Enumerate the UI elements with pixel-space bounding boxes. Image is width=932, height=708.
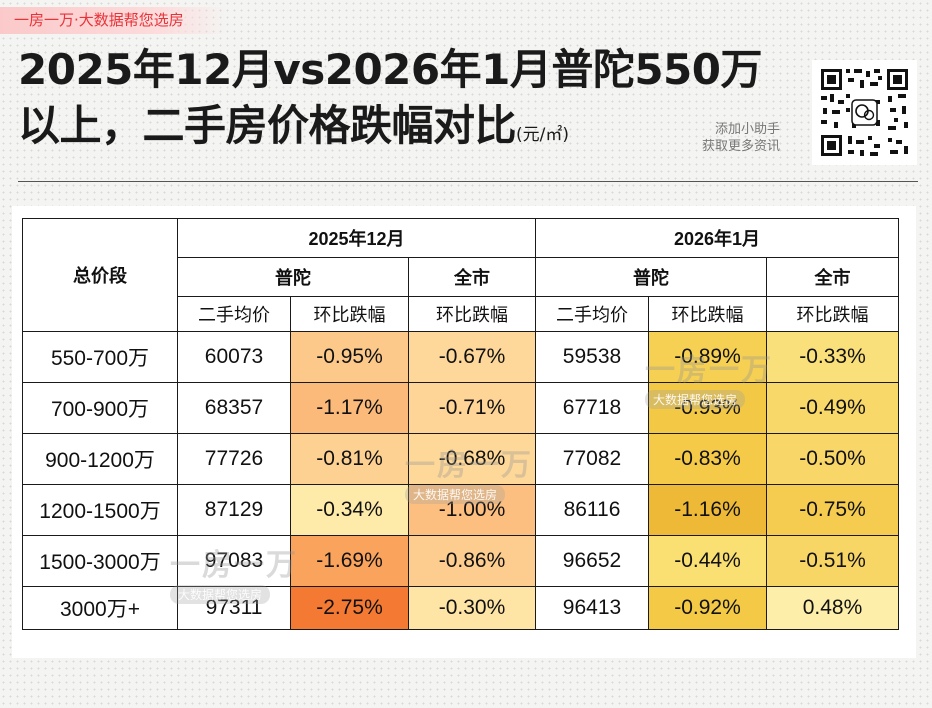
price-band-cell: 3000万+ <box>22 586 178 630</box>
avg-price-cell: 77082 <box>535 433 649 485</box>
avg-price-cell: 87129 <box>177 484 291 536</box>
table-row: 3000万+ 97311 -2.75% -0.30% 96413 -0.92% … <box>22 586 900 630</box>
change-cell: -0.44% <box>648 535 767 587</box>
area-header-jan-putuo: 普陀 <box>535 257 767 297</box>
column-header: 二手均价 <box>535 296 649 332</box>
table-row: 1500-3000万 97083 -1.69% -0.86% 96652 -0.… <box>22 535 900 587</box>
table-row: 550-700万 60073 -0.95% -0.67% 59538 -0.89… <box>22 331 900 383</box>
change-cell: -0.89% <box>648 331 767 383</box>
change-cell: -0.51% <box>765 535 900 587</box>
change-cell: -0.81% <box>290 433 409 485</box>
column-header: 环比跌幅 <box>290 296 409 332</box>
period-header-dec: 2025年12月 <box>177 218 536 258</box>
change-cell: -2.75% <box>290 586 409 630</box>
avg-price-cell: 68357 <box>177 382 291 434</box>
period-header-jan: 2026年1月 <box>534 218 900 258</box>
brand-tag: 一房一万·大数据帮您选房 <box>0 7 226 34</box>
area-header-dec-city: 全市 <box>408 257 536 297</box>
row-header-cell: 总价段 <box>22 218 178 332</box>
title-divider <box>18 181 918 182</box>
avg-price-cell: 86116 <box>535 484 649 536</box>
avg-price-cell: 96652 <box>535 535 649 587</box>
change-cell: -0.67% <box>408 331 536 383</box>
column-header: 环比跌幅 <box>648 296 767 332</box>
avg-price-cell: 60073 <box>177 331 291 383</box>
avg-price-cell: 96413 <box>535 586 649 630</box>
price-band-cell: 700-900万 <box>22 382 178 434</box>
page-title: 2025年12月vs2026年1月普陀550万 以上，二手房价格跌幅对比(元/㎡… <box>18 42 778 163</box>
title-line-1: 2025年12月vs2026年1月普陀550万 <box>18 45 763 94</box>
change-cell: -0.83% <box>648 433 767 485</box>
change-cell: -0.92% <box>648 586 767 630</box>
change-cell: -1.16% <box>648 484 767 536</box>
table-row: 1200-1500万 87129 -0.34% -1.00% 86116 -1.… <box>22 484 900 536</box>
change-cell: -0.95% <box>290 331 409 383</box>
change-cell: -0.93% <box>648 382 767 434</box>
table-row: 900-1200万 77726 -0.81% -0.68% 77082 -0.8… <box>22 433 900 485</box>
qr-code-image <box>812 60 917 165</box>
area-header-jan-city: 全市 <box>765 257 900 297</box>
change-cell: 0.48% <box>765 586 900 630</box>
change-cell: -0.75% <box>765 484 900 536</box>
change-cell: -0.30% <box>408 586 536 630</box>
helper-text: 添加小助手 获取更多资讯 <box>690 121 780 155</box>
area-header-dec-putuo: 普陀 <box>177 257 409 297</box>
avg-price-cell: 77726 <box>177 433 291 485</box>
helper-line-1: 添加小助手 <box>714 122 780 137</box>
change-cell: -0.34% <box>290 484 409 536</box>
column-header: 环比跌幅 <box>765 296 900 332</box>
change-cell: -0.71% <box>408 382 536 434</box>
change-cell: -0.86% <box>408 535 536 587</box>
change-cell: -0.33% <box>765 331 900 383</box>
column-header: 二手均价 <box>177 296 291 332</box>
table-row: 700-900万 68357 -1.17% -0.71% 67718 -0.93… <box>22 382 900 434</box>
title-unit: (元/㎡) <box>516 125 570 145</box>
change-cell: -0.49% <box>765 382 900 434</box>
avg-price-cell: 97083 <box>177 535 291 587</box>
change-cell: -0.50% <box>765 433 900 485</box>
title-line-2: 以上，二手房价格跌幅对比 <box>18 101 517 150</box>
price-comparison-table: 总价段 2025年12月 2026年1月 普陀 全市 普陀 全市 二手均价 环比… <box>22 218 900 630</box>
change-cell: -0.68% <box>408 433 536 485</box>
change-cell: -1.69% <box>290 535 409 587</box>
avg-price-cell: 97311 <box>177 586 291 630</box>
price-band-cell: 1200-1500万 <box>22 484 178 536</box>
change-cell: -1.17% <box>290 382 409 434</box>
price-band-cell: 900-1200万 <box>22 433 178 485</box>
column-header: 环比跌幅 <box>408 296 536 332</box>
change-cell: -1.00% <box>408 484 536 536</box>
helper-line-2: 获取更多资讯 <box>701 139 780 154</box>
avg-price-cell: 67718 <box>535 382 649 434</box>
price-band-cell: 550-700万 <box>22 331 178 383</box>
price-band-cell: 1500-3000万 <box>22 535 178 587</box>
avg-price-cell: 59538 <box>535 331 649 383</box>
